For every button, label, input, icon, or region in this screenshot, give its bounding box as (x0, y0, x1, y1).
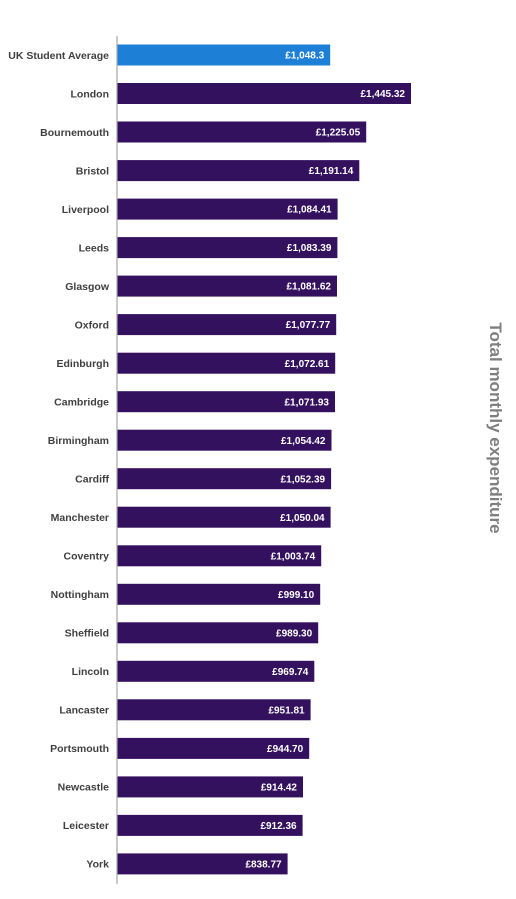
bar-bristol (117, 160, 360, 182)
bar-sheffield (117, 622, 319, 644)
category-label: York (86, 859, 109, 871)
value-label: £1,191.14 (309, 166, 354, 177)
bar-cardiff (117, 468, 332, 490)
bar-nottingham (117, 583, 321, 605)
category-label: Liverpool (62, 204, 109, 216)
category-label: Lancaster (59, 705, 109, 717)
bar-leeds (117, 237, 338, 259)
bar-oxford (117, 314, 337, 336)
category-label: Glasgow (65, 281, 110, 293)
category-label: Sheffield (65, 628, 109, 640)
category-label: Leeds (79, 242, 110, 254)
category-label: Edinburgh (57, 358, 110, 370)
category-label: London (71, 88, 109, 100)
category-label: Nottingham (51, 589, 109, 601)
bar-coventry (117, 545, 322, 567)
bar-portsmouth (117, 737, 310, 759)
bar-york (117, 853, 288, 875)
value-label: £1,071.93 (285, 397, 330, 408)
value-label: £999.10 (278, 590, 315, 601)
value-label: £838.77 (245, 860, 282, 871)
value-label: £1,050.04 (280, 513, 325, 524)
bar-leicester (117, 814, 303, 836)
category-labels-group: UK Student Average London Bournemouth Brist… (8, 50, 110, 871)
bar-birmingham (117, 429, 332, 451)
value-label: £1,083.39 (287, 243, 332, 254)
value-label: £1,077.77 (286, 320, 331, 331)
value-label: £969.74 (272, 667, 309, 678)
category-label: Bristol (76, 165, 109, 177)
value-label: £914.42 (261, 783, 298, 794)
bar-bournemouth (117, 121, 367, 143)
category-label: Newcastle (58, 782, 110, 794)
value-labels-group: £1,048.3 £1,445.32 £1,225.05 £1,191.14 £1,08… (245, 51, 405, 871)
category-label: Leicester (63, 820, 109, 832)
value-label: £1,445.32 (361, 89, 406, 100)
category-label: Cambridge (54, 397, 109, 409)
value-label: £1,052.39 (281, 474, 326, 485)
bars-group (117, 44, 411, 875)
category-label: Oxford (75, 319, 109, 331)
category-label: Portsmouth (50, 743, 109, 755)
bar-lincoln (117, 660, 315, 682)
bar-glasgow (117, 275, 337, 297)
value-label: £1,048.3 (285, 51, 324, 62)
value-label: £1,081.62 (287, 282, 332, 293)
bar-manchester (117, 506, 331, 528)
axis-title: Total monthly expenditure (486, 322, 505, 533)
value-label: £1,054.42 (281, 436, 326, 447)
bar-newcastle (117, 776, 303, 798)
bar-london (117, 83, 411, 104)
category-label: Manchester (51, 512, 109, 524)
category-label: Lincoln (72, 666, 109, 678)
value-label: £1,003.74 (271, 551, 316, 562)
value-label: £944.70 (267, 744, 304, 755)
value-label: £1,072.61 (285, 359, 330, 370)
category-label: Bournemouth (40, 127, 109, 139)
bar-edinburgh (117, 352, 336, 374)
value-label: £912.36 (260, 821, 297, 832)
value-label: £1,084.41 (287, 205, 332, 216)
bar-liverpool (117, 198, 338, 220)
category-label: Birmingham (48, 435, 109, 447)
bar-cambridge (117, 391, 335, 413)
category-label: Cardiff (75, 474, 109, 486)
category-label: UK Student Average (8, 50, 109, 62)
value-label: £989.30 (276, 628, 313, 639)
bar-lancaster (117, 699, 311, 721)
value-label: £1,225.05 (316, 128, 361, 139)
value-label: £951.81 (268, 705, 305, 716)
bar-uk-student-average (117, 44, 331, 66)
category-label: Coventry (63, 551, 109, 563)
